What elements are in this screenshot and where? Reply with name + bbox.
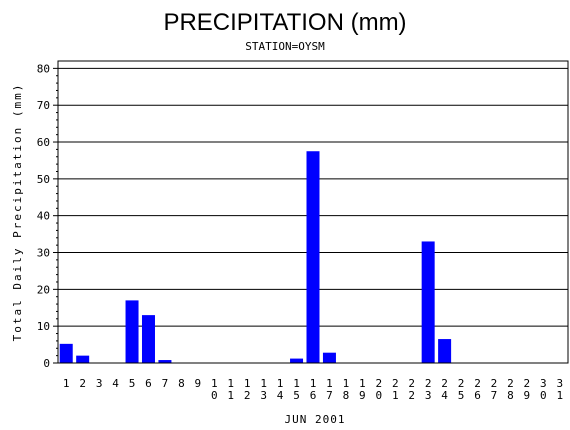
x-tick-label: 1 xyxy=(359,377,366,390)
x-tick-label: 2 xyxy=(375,377,382,390)
chart-subtitle: STATION=OYSM xyxy=(245,40,325,53)
bar xyxy=(290,358,304,363)
x-tick-label: 4 xyxy=(277,389,284,402)
x-tick-label: 1 xyxy=(326,377,333,390)
x-tick-label: 3 xyxy=(425,389,432,402)
x-tick-label: 1 xyxy=(211,377,218,390)
x-tick-label: 1 xyxy=(293,377,300,390)
x-tick-label: 5 xyxy=(129,377,136,390)
x-tick-label: 2 xyxy=(392,377,399,390)
x-tick-label: 4 xyxy=(441,389,448,402)
bar xyxy=(158,360,172,363)
x-tick-label: 1 xyxy=(63,377,70,390)
bar xyxy=(421,241,435,363)
x-tick-label: 0 xyxy=(375,389,382,402)
x-tick-label: 2 xyxy=(507,377,514,390)
x-tick-label: 1 xyxy=(227,389,234,402)
y-tick-label: 10 xyxy=(37,320,50,333)
x-tick-label: 6 xyxy=(310,389,317,402)
x-tick-label: 2 xyxy=(408,389,415,402)
x-tick-label: 2 xyxy=(524,377,531,390)
y-axis: 0 10 20 30 40 50 60 70 80 xyxy=(37,62,58,370)
x-tick-label: 1 xyxy=(343,377,350,390)
x-tick-label: 3 xyxy=(260,389,267,402)
y-tick-label: 40 xyxy=(37,210,50,223)
x-tick-label: 1 xyxy=(277,377,284,390)
x-tick-label: 6 xyxy=(474,389,481,402)
y-tick-label: 20 xyxy=(37,283,50,296)
y-tick-label: 50 xyxy=(37,173,50,186)
bar xyxy=(438,339,452,363)
x-tick-label: 5 xyxy=(458,389,465,402)
y-tick-label: 70 xyxy=(37,99,50,112)
x-tick-label: 7 xyxy=(162,377,169,390)
x-tick-label: 4 xyxy=(112,377,119,390)
chart-title: PRECIPITATION (mm) xyxy=(163,9,406,36)
y-tick-label: 30 xyxy=(37,247,50,260)
bar xyxy=(59,343,73,363)
x-tick-label: 3 xyxy=(556,377,563,390)
y-tick-label: 0 xyxy=(43,357,50,370)
x-tick-label: 2 xyxy=(425,377,432,390)
x-tick-label: 8 xyxy=(178,377,185,390)
x-tick-label: 8 xyxy=(507,389,514,402)
x-tick-label: 3 xyxy=(540,377,547,390)
x-tick-label: 2 xyxy=(491,377,498,390)
x-tick-label: 1 xyxy=(310,377,317,390)
x-tick-label: 9 xyxy=(524,389,531,402)
y-tick-label: 60 xyxy=(37,136,50,149)
x-tick-label: 7 xyxy=(326,389,333,402)
x-tick-label: 6 xyxy=(145,377,152,390)
x-tick-label: 0 xyxy=(540,389,547,402)
bars xyxy=(59,151,452,363)
bar xyxy=(306,151,320,363)
x-tick-label: 0 xyxy=(211,389,218,402)
bar xyxy=(125,300,139,363)
x-tick-label: 5 xyxy=(293,389,300,402)
x-tick-label: 1 xyxy=(392,389,399,402)
x-tick-label: 1 xyxy=(556,389,563,402)
x-tick-label: 9 xyxy=(359,389,366,402)
x-tick-label: 2 xyxy=(408,377,415,390)
x-tick-label: 3 xyxy=(96,377,103,390)
x-tick-label: 2 xyxy=(79,377,86,390)
x-tick-label: 8 xyxy=(343,389,350,402)
x-tick-label: 7 xyxy=(491,389,498,402)
bar xyxy=(322,352,336,363)
x-tick-label: 9 xyxy=(195,377,202,390)
x-tick-label: 1 xyxy=(227,377,234,390)
x-axis: 1 2 3 4 5 6 7 8 9 1011121314151617181920212223242… xyxy=(63,377,563,402)
bar xyxy=(76,355,90,363)
x-tick-label: 2 xyxy=(244,389,251,402)
x-tick-label: 2 xyxy=(458,377,465,390)
x-axis-label: JUN 2001 xyxy=(285,413,346,426)
x-tick-label: 1 xyxy=(244,377,251,390)
plot-frame xyxy=(57,60,569,364)
x-tick-label: 1 xyxy=(260,377,267,390)
y-tick-label: 80 xyxy=(37,62,50,75)
bar xyxy=(141,315,155,363)
y-axis-label: Total Daily Precipitation (mm) xyxy=(11,83,24,342)
x-tick-label: 2 xyxy=(474,377,481,390)
x-tick-label: 2 xyxy=(441,377,448,390)
